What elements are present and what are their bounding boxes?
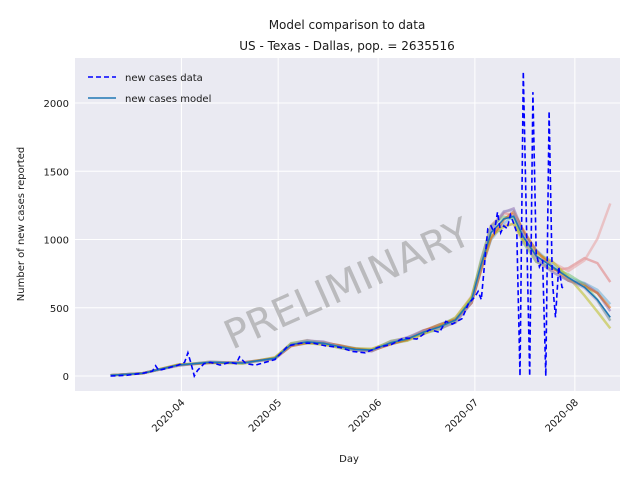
chart-subtitle: US - Texas - Dallas, pop. = 2635516 [239,39,455,53]
y-axis-label: Number of new cases reported [16,147,27,301]
x-tick-label: 2020-04 [150,397,187,434]
series-line-new-cases-data [110,71,566,379]
x-axis-label: Day [339,454,359,465]
plot-area [75,58,620,391]
series-lines [110,71,611,379]
x-tick-labels: 2020-04 2020-05 2020-06 2020-07 2020-08 [150,397,581,434]
legend: new cases data new cases model [88,73,211,105]
grid [75,58,620,391]
y-tick-label: 1500 [44,167,69,178]
legend-label-model: new cases model [125,94,211,105]
x-tick-label: 2020-05 [247,397,284,434]
y-tick-label: 500 [50,304,69,315]
x-tick-label: 2020-06 [347,397,384,434]
x-tick-label: 2020-07 [444,397,481,434]
y-tick-label: 1000 [44,236,69,247]
y-tick-labels: 0 500 1000 1500 2000 [44,99,69,383]
x-tick-label: 2020-08 [544,397,581,434]
y-tick-label: 2000 [44,99,69,110]
y-tick-label: 0 [63,372,69,383]
chart-title: Model comparison to data [269,18,426,32]
legend-label-data: new cases data [125,73,203,84]
series-line-new-cases-model [110,215,611,377]
